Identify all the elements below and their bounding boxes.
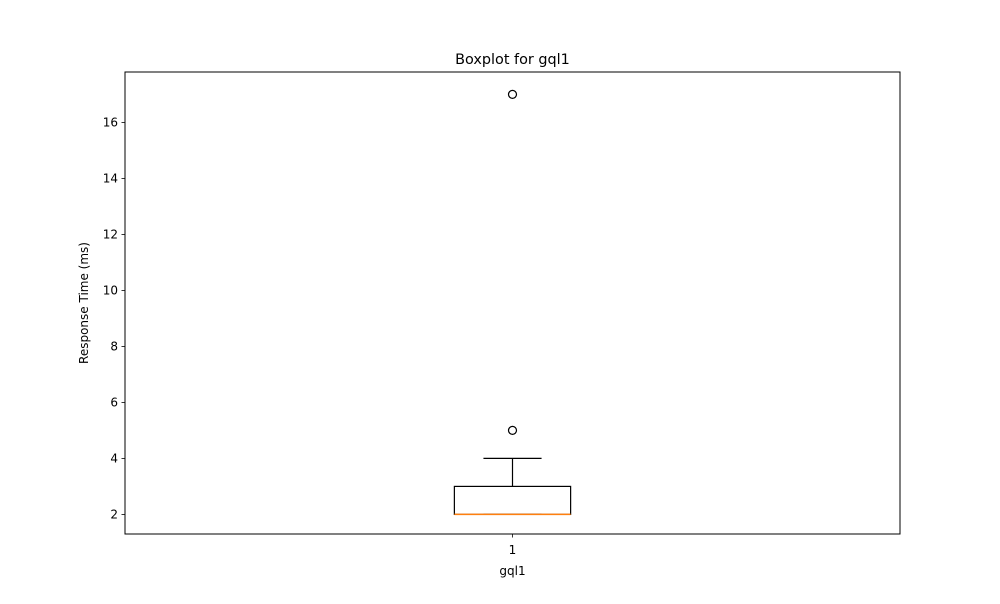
- y-tick-label: 14: [103, 171, 118, 185]
- y-tick-label: 12: [103, 227, 118, 241]
- iqr-box: [453, 485, 572, 515]
- x-axis-label: gql1: [499, 564, 525, 578]
- y-axis-label: Response Time (ms): [77, 242, 91, 364]
- outlier-point: [507, 89, 518, 100]
- y-tick-label: 4: [110, 451, 118, 465]
- y-tick-label: 10: [103, 283, 118, 297]
- y-tick-label: 16: [103, 115, 118, 129]
- chart-title: Boxplot for gql1: [455, 52, 570, 68]
- y-tick-label: 2: [110, 507, 118, 521]
- x-tick-label: 1: [509, 543, 517, 557]
- y-tick-label: 6: [110, 395, 118, 409]
- plot-area: [453, 89, 572, 516]
- outlier-point: [507, 425, 518, 435]
- y-tick-label: 8: [110, 339, 118, 353]
